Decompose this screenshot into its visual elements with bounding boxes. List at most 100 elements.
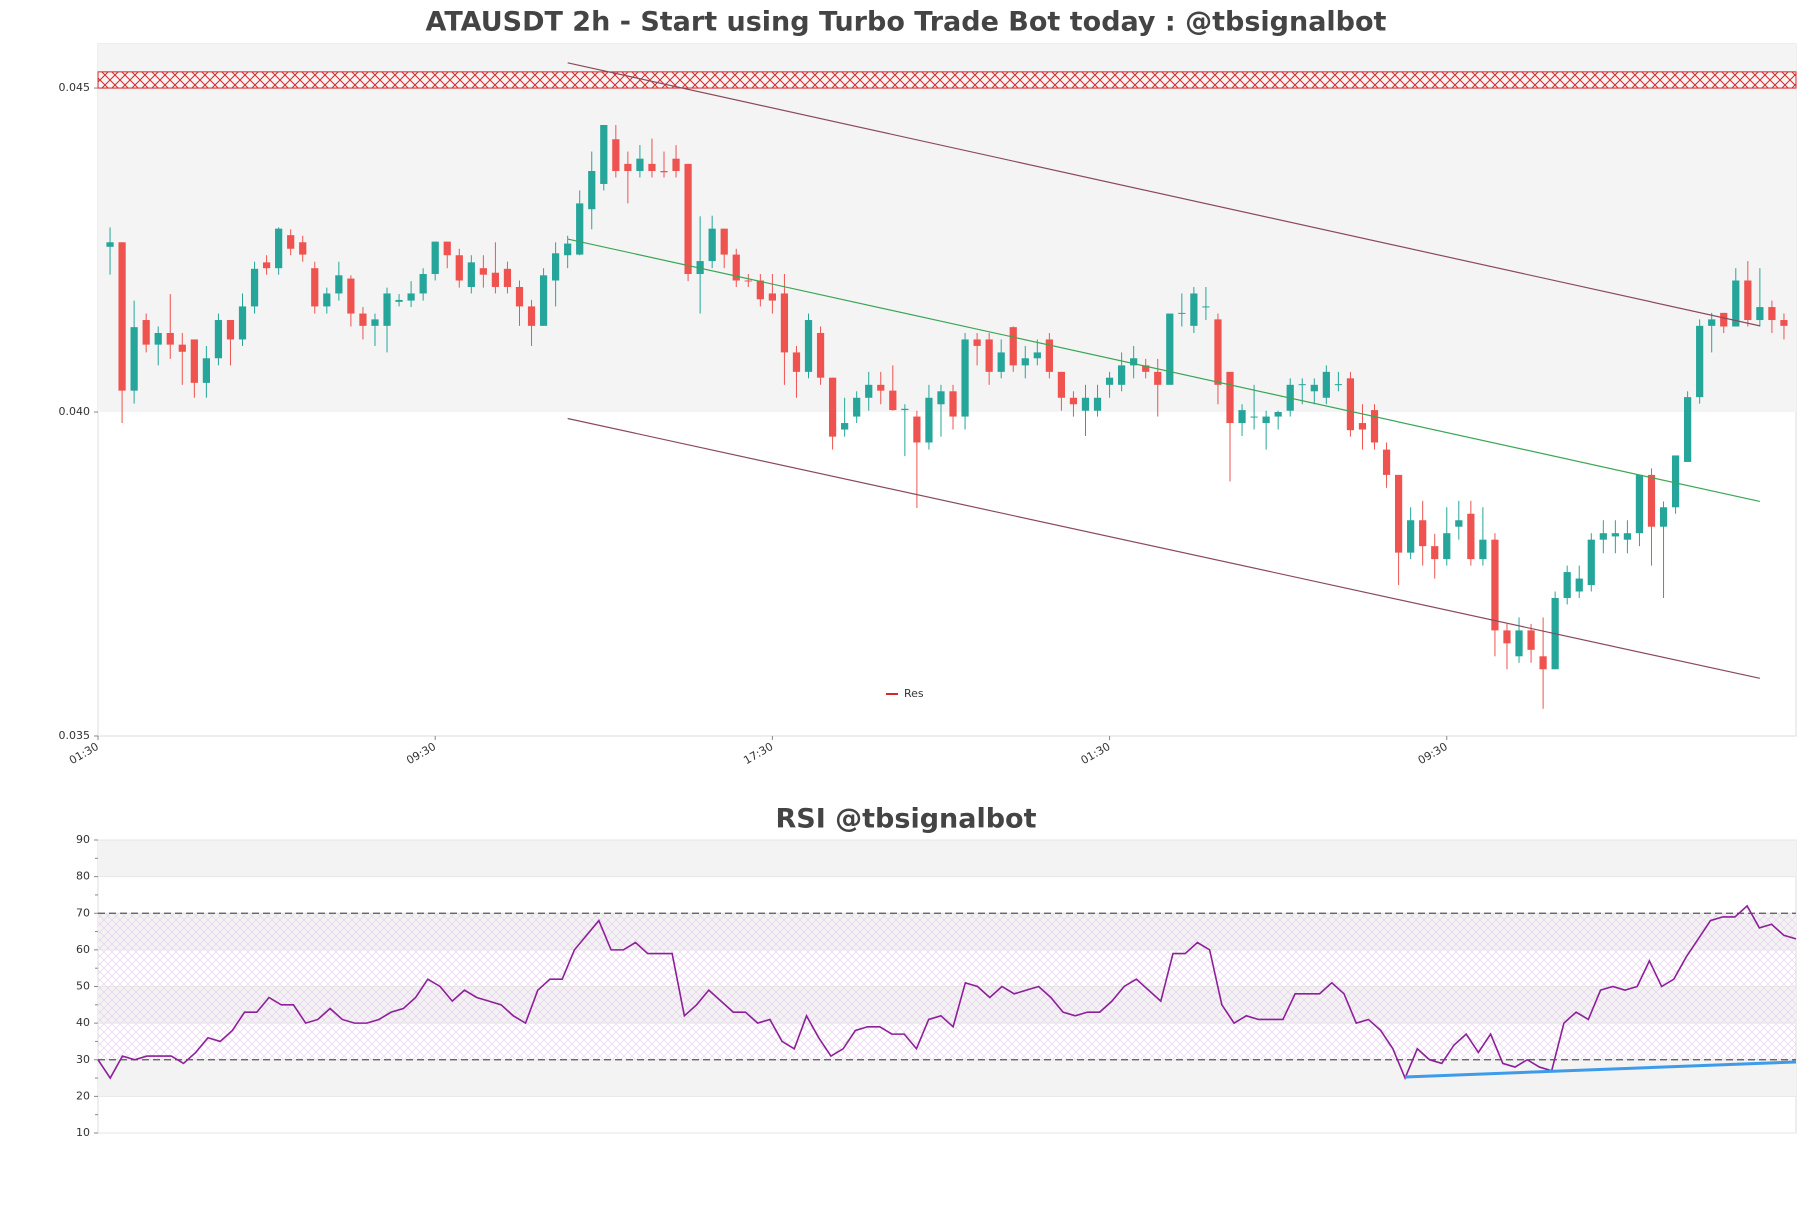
candle-body	[1190, 293, 1198, 326]
candle-body	[130, 327, 138, 391]
candle-body	[1635, 474, 1644, 534]
y-tick-label: 70	[76, 906, 90, 919]
channel-line	[567, 417, 1761, 679]
y-tick-label: 60	[76, 943, 90, 956]
candle-body	[949, 391, 957, 417]
candle-body	[1611, 533, 1619, 537]
candle-body	[889, 390, 897, 411]
candle-body	[925, 397, 933, 443]
channel-line	[567, 238, 1761, 503]
candle-body	[1346, 378, 1355, 431]
candle-body	[467, 262, 475, 287]
candle-body	[1720, 312, 1728, 327]
candle-body	[1009, 327, 1017, 366]
candle-body	[1021, 358, 1029, 366]
candle-body	[371, 319, 379, 326]
candle-body	[624, 163, 632, 171]
candle-body	[347, 278, 355, 314]
rsi-band	[98, 840, 1796, 877]
candle-body	[1563, 572, 1571, 598]
candle-body	[226, 320, 235, 340]
candle-body	[1671, 455, 1680, 508]
candle-body	[901, 408, 909, 411]
candle-body	[1142, 365, 1150, 372]
candle-body	[1202, 306, 1210, 308]
candle-body	[1370, 410, 1379, 443]
candle-body	[1358, 423, 1367, 430]
candle-body	[961, 339, 969, 417]
chart-title: ATAUSDT 2h - Start using Turbo Trade Bot…	[426, 7, 1387, 38]
candle-body	[1250, 416, 1258, 418]
candle-body	[515, 286, 524, 307]
candle-body	[1467, 513, 1475, 560]
candle-body	[1768, 307, 1776, 321]
candle-body	[503, 268, 512, 287]
candle-body	[1431, 546, 1439, 560]
x-tick-label: 01:30	[1079, 740, 1113, 767]
candle-body	[973, 339, 981, 346]
candle-body	[1154, 371, 1162, 385]
candle-body	[877, 384, 885, 391]
candle-body	[1310, 384, 1318, 392]
candle-body	[660, 170, 668, 173]
y-tick-label: 80	[76, 870, 90, 883]
candle-body	[985, 339, 993, 372]
candle-body	[491, 272, 500, 287]
candle-body	[756, 280, 764, 300]
candle-body	[564, 243, 572, 256]
candle-body	[1659, 507, 1668, 527]
candle-body	[708, 228, 716, 262]
y-tick-label: 0.045	[59, 81, 91, 94]
candle-body	[323, 293, 331, 307]
candle-body	[937, 391, 945, 405]
y-tick-label: 10	[76, 1126, 90, 1139]
x-tick-label: 01:30	[67, 740, 101, 767]
candle-body	[1093, 397, 1102, 411]
candle-body	[1262, 416, 1270, 424]
candle-body	[612, 139, 620, 171]
candle-body	[1684, 397, 1692, 462]
candle-body	[816, 332, 825, 378]
channel-line	[567, 62, 1761, 327]
candle-body	[527, 306, 536, 326]
candle-body	[395, 299, 403, 302]
candle-body	[1407, 520, 1415, 553]
resistance-zone	[97, 71, 1797, 89]
candle-body	[1069, 397, 1078, 405]
candle-body	[142, 320, 150, 345]
candle-body	[997, 352, 1005, 372]
candle-body	[479, 268, 487, 275]
candle-body	[1744, 280, 1752, 321]
candle-body	[804, 320, 813, 372]
candle-body	[455, 255, 463, 281]
y-tick-label: 50	[76, 980, 90, 993]
candle-body	[202, 358, 210, 383]
legend-label: Res	[904, 687, 924, 700]
y-tick-label: 20	[76, 1089, 90, 1102]
candle-body	[1479, 539, 1487, 560]
candle-body	[1298, 384, 1306, 386]
x-tick-label: 17:30	[741, 740, 775, 767]
candle-body	[1503, 630, 1511, 644]
candle-body	[732, 254, 740, 281]
candle-body	[1118, 365, 1126, 385]
y-tick-label: 0.040	[59, 405, 91, 418]
candle-body	[913, 416, 921, 443]
candle-body	[768, 293, 776, 301]
candle-body	[600, 124, 608, 184]
candle-body	[1491, 539, 1499, 631]
range-zone	[98, 44, 1796, 413]
candle-body	[1575, 578, 1583, 592]
candle-body	[841, 423, 849, 430]
candle-body	[1274, 412, 1282, 417]
candle-body	[1455, 520, 1463, 527]
rsi-band	[98, 1059, 1796, 1097]
candle-body	[1033, 352, 1041, 359]
candle-body	[166, 332, 174, 345]
candle-body	[359, 313, 367, 326]
candle-body	[865, 384, 873, 398]
candle-body	[1226, 371, 1234, 424]
x-tick-label: 09:30	[1416, 740, 1450, 767]
candle-body	[1130, 358, 1138, 366]
candle-body	[311, 268, 319, 307]
